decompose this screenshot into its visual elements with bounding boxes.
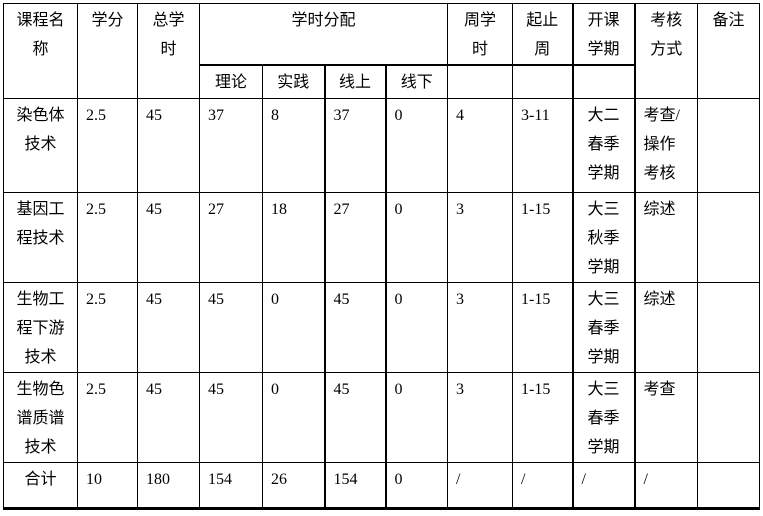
header-course-name: 课程名 称 xyxy=(3,3,78,99)
table-row: 生物工 程下游 技术 2.5 45 45 0 45 0 3 1-15 大三 春季… xyxy=(3,281,761,373)
assessment-cell: 综述 xyxy=(634,191,699,283)
course-name-cell: 基因工 程技术 xyxy=(3,191,78,283)
header-assessment: 考核 方式 xyxy=(634,3,699,99)
assessment-cell: 考查 xyxy=(634,371,699,463)
online-cell: 45 xyxy=(323,371,387,463)
weekly-hours-cell: 3 xyxy=(447,281,514,373)
practice-cell: 18 xyxy=(262,191,325,283)
total-practice-cell: 26 xyxy=(262,461,325,510)
course-name-cell: 生物工 程下游 技术 xyxy=(3,281,78,373)
assessment-cell: 综述 xyxy=(634,281,699,373)
weekly-hours-cell: 4 xyxy=(447,97,514,193)
remarks-cell xyxy=(697,191,761,283)
header-row-sub: 理论 实践 线上 线下 xyxy=(4,64,760,99)
header-hour-allocation: 学时分配 xyxy=(198,3,449,66)
total-theory-cell: 154 xyxy=(199,461,263,510)
assessment-cell: 考查/ 操作 考核 xyxy=(634,97,699,193)
theory-cell: 37 xyxy=(199,97,263,193)
header-offline: 线下 xyxy=(384,64,449,99)
remarks-cell xyxy=(697,97,761,193)
practice-cell: 0 xyxy=(262,371,325,463)
theory-cell: 45 xyxy=(199,371,263,463)
table-row: 生物色 谱质谱 技术 2.5 45 45 0 45 0 3 1-15 大三 春季… xyxy=(3,371,761,463)
header-theory: 理论 xyxy=(199,64,263,99)
total-online-cell: 154 xyxy=(323,461,387,510)
weekly-hours-cell: 3 xyxy=(447,371,514,463)
header-remarks: 备注 xyxy=(697,3,761,99)
total-credits-cell: 10 xyxy=(77,461,138,510)
total-hours-cell: 180 xyxy=(137,461,200,510)
remarks-cell xyxy=(697,281,761,373)
total-row: 合计 10 180 154 26 154 0 / / / / xyxy=(3,461,761,510)
practice-cell: 0 xyxy=(262,281,325,373)
course-hours-table: 课程名 称 学分 总学 时 学时分配 周学 时 起止 周 开课 学期 考核 方式… xyxy=(3,3,761,510)
remarks-cell xyxy=(697,371,761,463)
semester-cell: 大三 秋季 学期 xyxy=(571,191,636,283)
offline-cell: 0 xyxy=(384,281,449,373)
header-credits: 学分 xyxy=(77,3,138,99)
offline-cell: 0 xyxy=(384,191,449,283)
course-name-cell: 生物色 谱质谱 技术 xyxy=(3,371,78,463)
semester-cell: 大二 春季 学期 xyxy=(571,97,636,193)
table-row: 基因工 程技术 2.5 45 27 18 27 0 3 1-15 大三 秋季 学… xyxy=(3,191,761,283)
header-semester: 开课 学期 xyxy=(571,3,636,66)
credits-cell: 2.5 xyxy=(77,191,138,283)
header-practice: 实践 xyxy=(262,64,325,99)
semester-cell: 大三 春季 学期 xyxy=(571,371,636,463)
online-cell: 45 xyxy=(323,281,387,373)
weeks-cell: 1-15 xyxy=(512,191,574,283)
total-hours-cell: 45 xyxy=(137,191,200,283)
header-weekly-hours-subcell xyxy=(447,64,514,99)
total-hours-cell: 45 xyxy=(137,371,200,463)
header-online: 线上 xyxy=(323,64,387,99)
offline-cell: 0 xyxy=(384,371,449,463)
header-row-top: 课程名 称 学分 总学 时 学时分配 周学 时 起止 周 开课 学期 考核 方式… xyxy=(3,3,761,99)
weeks-cell: 1-15 xyxy=(512,371,574,463)
total-hours-cell: 45 xyxy=(137,97,200,193)
practice-cell: 8 xyxy=(262,97,325,193)
header-start-end-week: 起止 周 xyxy=(512,3,574,66)
total-weekly-cell: / xyxy=(447,461,514,510)
theory-cell: 45 xyxy=(199,281,263,373)
weeks-cell: 3-11 xyxy=(512,97,574,193)
total-offline-cell: 0 xyxy=(384,461,449,510)
header-semester-subcell xyxy=(571,64,636,99)
course-name-cell: 染色体 技术 xyxy=(3,97,78,193)
header-weekly-hours: 周学 时 xyxy=(447,3,514,66)
weekly-hours-cell: 3 xyxy=(447,191,514,283)
credits-cell: 2.5 xyxy=(77,371,138,463)
online-cell: 27 xyxy=(323,191,387,283)
total-semester-cell: / xyxy=(571,461,636,510)
total-label-cell: 合计 xyxy=(3,461,78,510)
total-remarks-cell xyxy=(697,461,761,510)
weeks-cell: 1-15 xyxy=(512,281,574,373)
total-hours-cell: 45 xyxy=(137,281,200,373)
online-cell: 37 xyxy=(323,97,387,193)
total-assessment-cell: / xyxy=(634,461,699,510)
header-total-hours: 总学 时 xyxy=(137,3,200,99)
credits-cell: 2.5 xyxy=(77,97,138,193)
total-weeks-cell: / xyxy=(512,461,574,510)
offline-cell: 0 xyxy=(384,97,449,193)
credits-cell: 2.5 xyxy=(77,281,138,373)
semester-cell: 大三 春季 学期 xyxy=(571,281,636,373)
header-start-end-week-subcell xyxy=(512,64,574,99)
theory-cell: 27 xyxy=(199,191,263,283)
table-row: 染色体 技术 2.5 45 37 8 37 0 4 3-11 大二 春季 学期 … xyxy=(3,97,761,193)
